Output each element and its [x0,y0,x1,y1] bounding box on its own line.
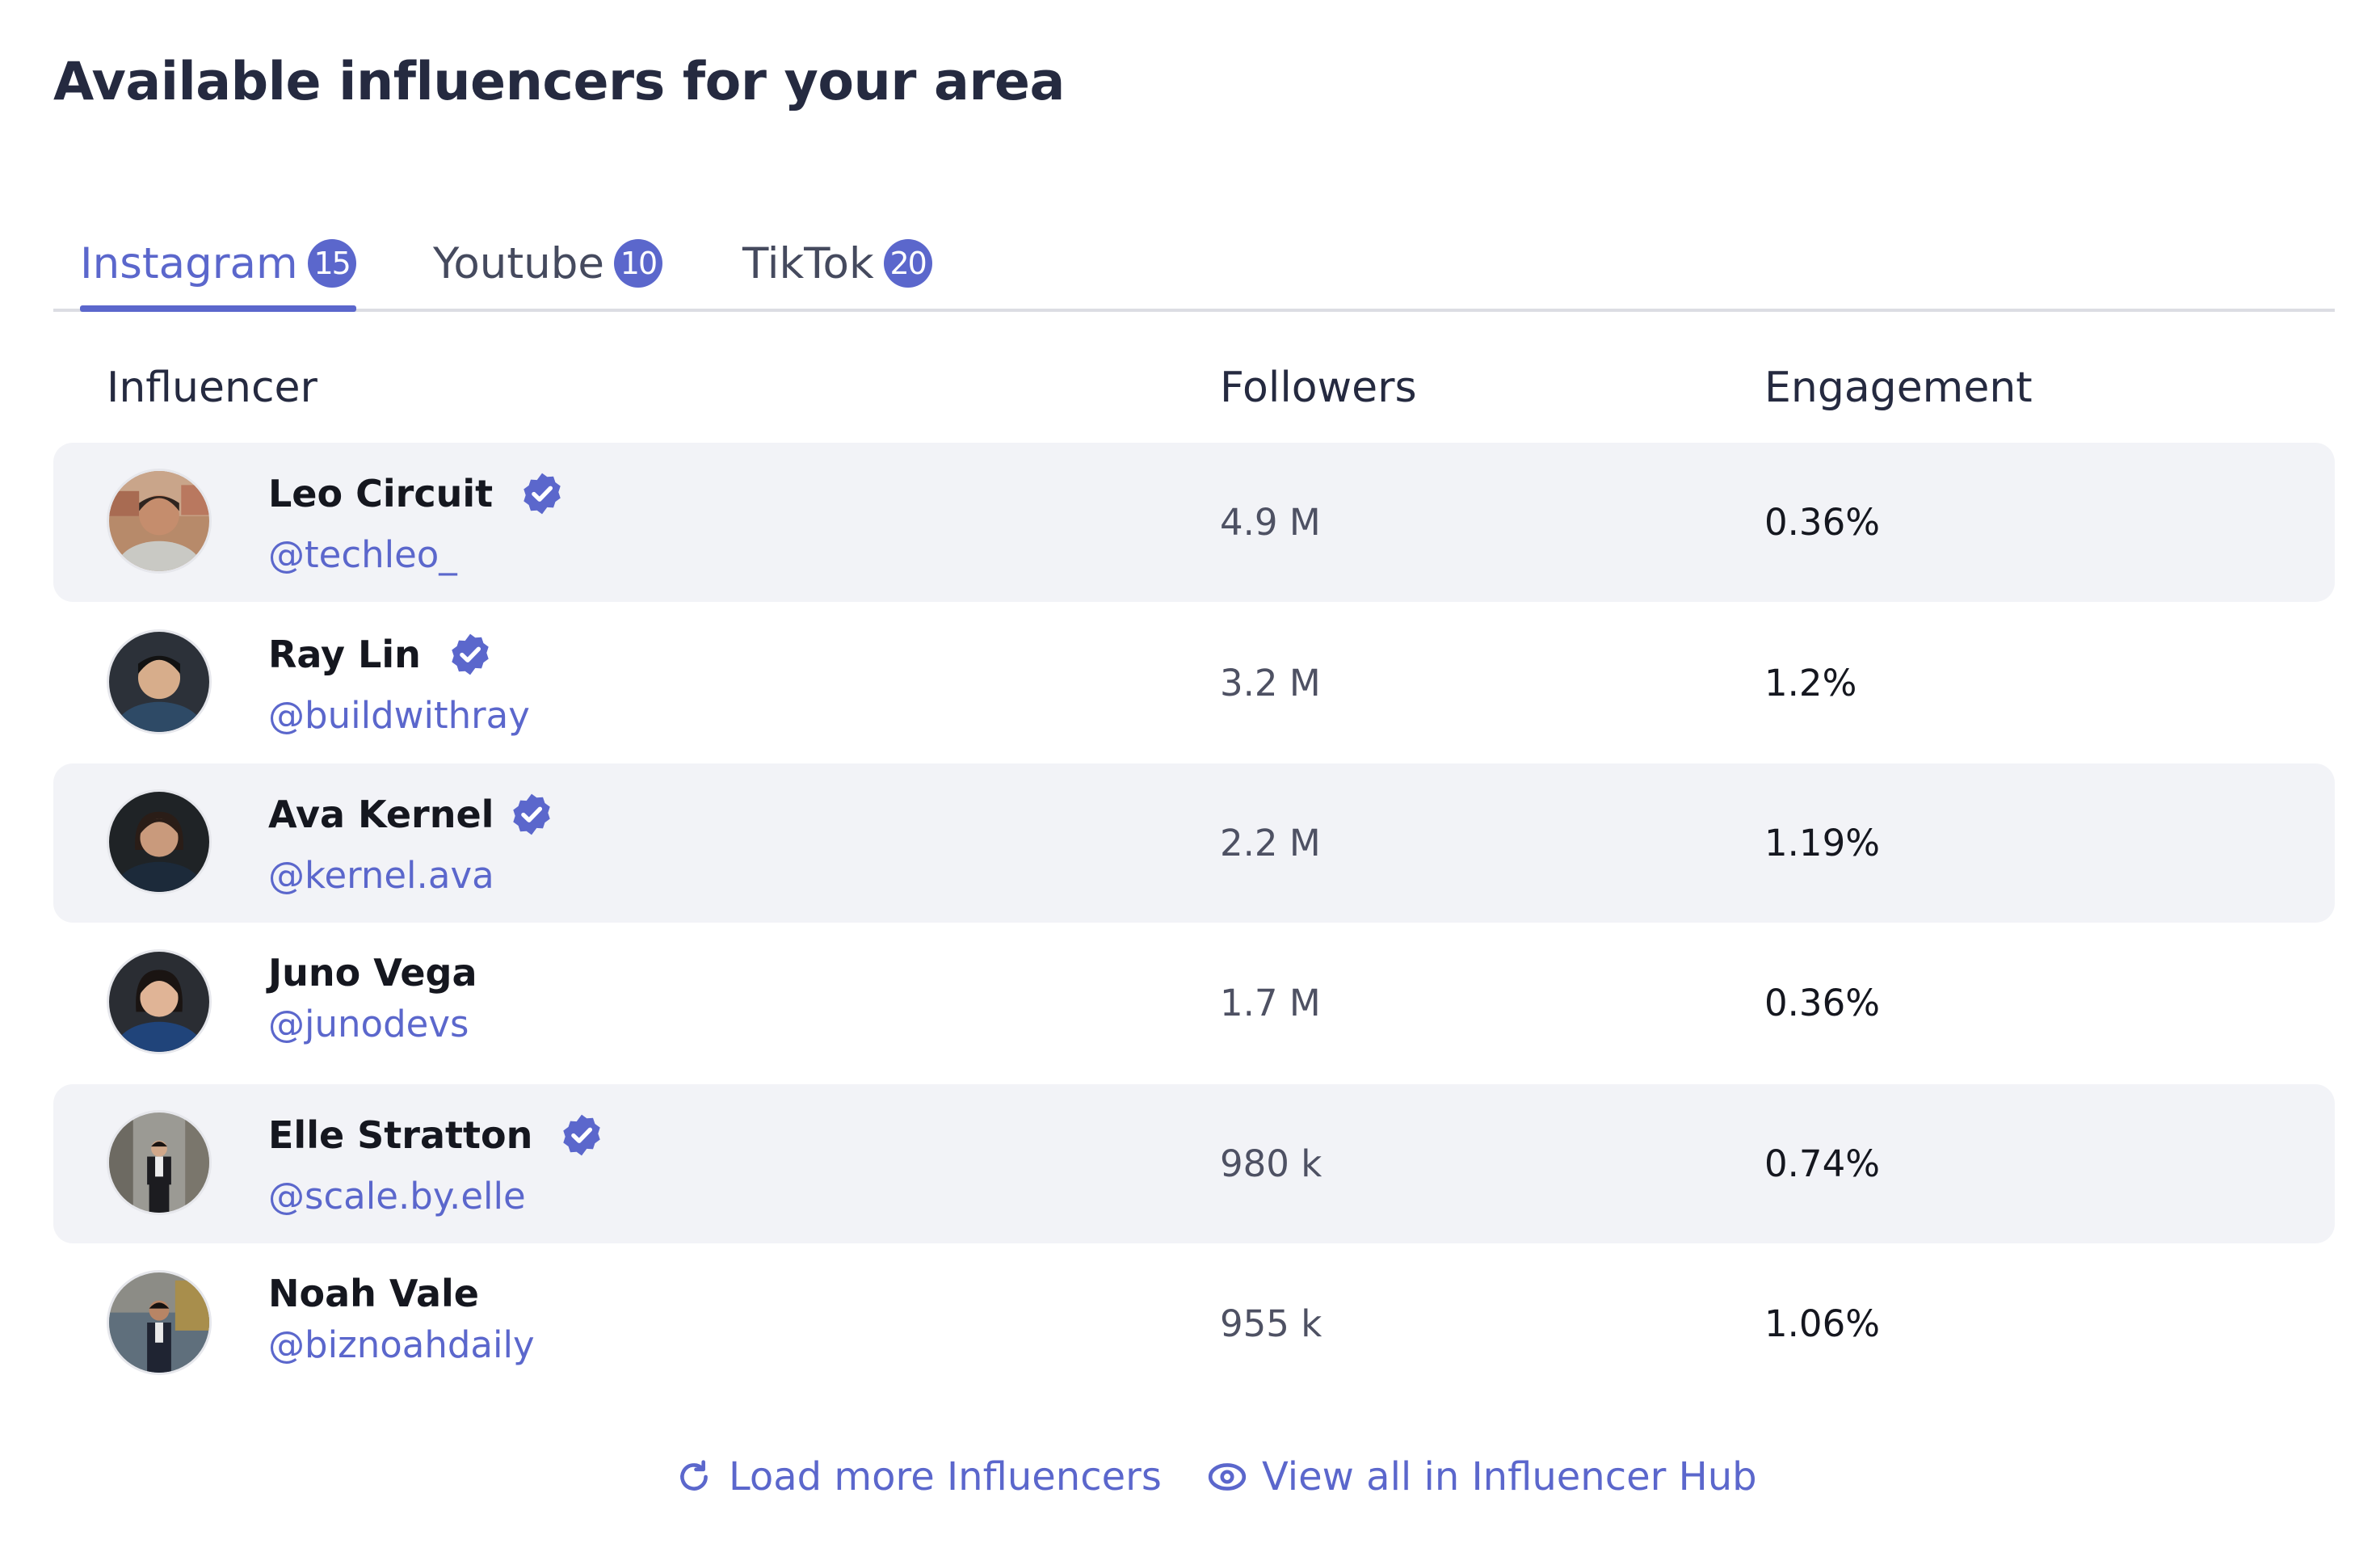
influencer-name: Juno Vega [268,951,477,995]
avatar [107,1110,212,1215]
influencer-handle[interactable]: @biznoahdaily [268,1323,535,1366]
influencer-name: Leo Circuit [268,472,494,515]
tab-tiktok[interactable]: TikTok 20 [742,218,932,309]
verified-badge-icon [558,1112,605,1159]
influencer-name-line: Ava Kernel [268,791,555,838]
engagement-rate: 0.36% [1764,982,1880,1024]
followers-count: 980 k [1220,1142,1322,1185]
tab-count-badge: 10 [613,239,662,288]
view-all-hub-button[interactable]: View all in Influencer Hub [1207,1454,1757,1499]
load-more-label: Load more Influencers [729,1454,1162,1499]
influencer-name: Noah Vale [268,1272,479,1315]
table-row[interactable]: Leo Circuit @techleo_ 4.9 M 0.36% [53,443,2335,602]
engagement-rate: 1.19% [1764,822,1880,864]
engagement-rate: 0.74% [1764,1142,1880,1185]
refresh-icon [674,1457,714,1497]
influencer-handle[interactable]: @buildwithray [268,694,530,737]
influencer-name-line: Ray Lin [268,631,494,678]
engagement-rate: 0.36% [1764,501,1880,544]
followers-count: 955 k [1220,1302,1322,1345]
followers-count: 1.7 M [1220,982,1321,1024]
table-row[interactable]: Ava Kernel @kernel.ava 2.2 M 1.19% [53,763,2335,923]
avatar [107,1270,212,1375]
avatar [107,629,212,734]
avatar [107,789,212,894]
influencer-name-line: Leo Circuit [268,470,566,517]
influencer-name: Ray Lin [268,633,421,676]
table-row[interactable]: Noah Vale @biznoahdaily 955 k 1.06% [53,1244,2335,1403]
influencer-name-line: Juno Vega [268,951,477,995]
influencer-handle[interactable]: @junodevs [268,1003,469,1045]
influencer-name: Elle Stratton [268,1113,533,1157]
verified-badge-icon [447,631,494,678]
column-header-influencer: Influencer [107,364,317,412]
tab-instagram[interactable]: Instagram 15 [80,218,356,312]
avatar [107,469,212,574]
verified-badge-icon [508,791,555,838]
tab-label: TikTok [742,238,874,288]
influencer-name-line: Noah Vale [268,1272,479,1315]
influencer-handle[interactable]: @techleo_ [268,533,457,576]
page-title: Available influencers for your area [53,52,1065,112]
column-header-engagement: Engagement [1764,364,2033,412]
table-row[interactable]: Juno Vega @junodevs 1.7 M 0.36% [53,923,2335,1083]
tab-count-badge: 20 [883,239,932,288]
verified-badge-icon [519,470,566,517]
table-row[interactable]: Elle Stratton @scale.by.elle 980 k 0.74% [53,1084,2335,1243]
tab-label: Youtube [433,238,604,288]
followers-count: 4.9 M [1220,501,1321,544]
engagement-rate: 1.2% [1764,662,1857,704]
influencer-name-line: Elle Stratton [268,1112,605,1159]
followers-count: 3.2 M [1220,662,1321,704]
view-all-label: View all in Influencer Hub [1262,1454,1757,1499]
influencer-handle[interactable]: @kernel.ava [268,854,494,897]
influencer-name: Ava Kernel [268,793,494,836]
column-header-followers: Followers [1220,364,1417,412]
avatar [107,949,212,1054]
eye-icon [1207,1457,1247,1497]
tab-label: Instagram [80,238,298,288]
table-row[interactable]: Ray Lin @buildwithray 3.2 M 1.2% [53,604,2335,763]
engagement-rate: 1.06% [1764,1302,1880,1345]
platform-tabs: Instagram 15 Youtube 10 TikTok 20 [53,218,2335,312]
load-more-button[interactable]: Load more Influencers [674,1454,1162,1499]
tab-youtube[interactable]: Youtube 10 [433,218,662,309]
tab-count-badge: 15 [307,239,356,288]
followers-count: 2.2 M [1220,822,1321,864]
influencer-handle[interactable]: @scale.by.elle [268,1175,526,1218]
